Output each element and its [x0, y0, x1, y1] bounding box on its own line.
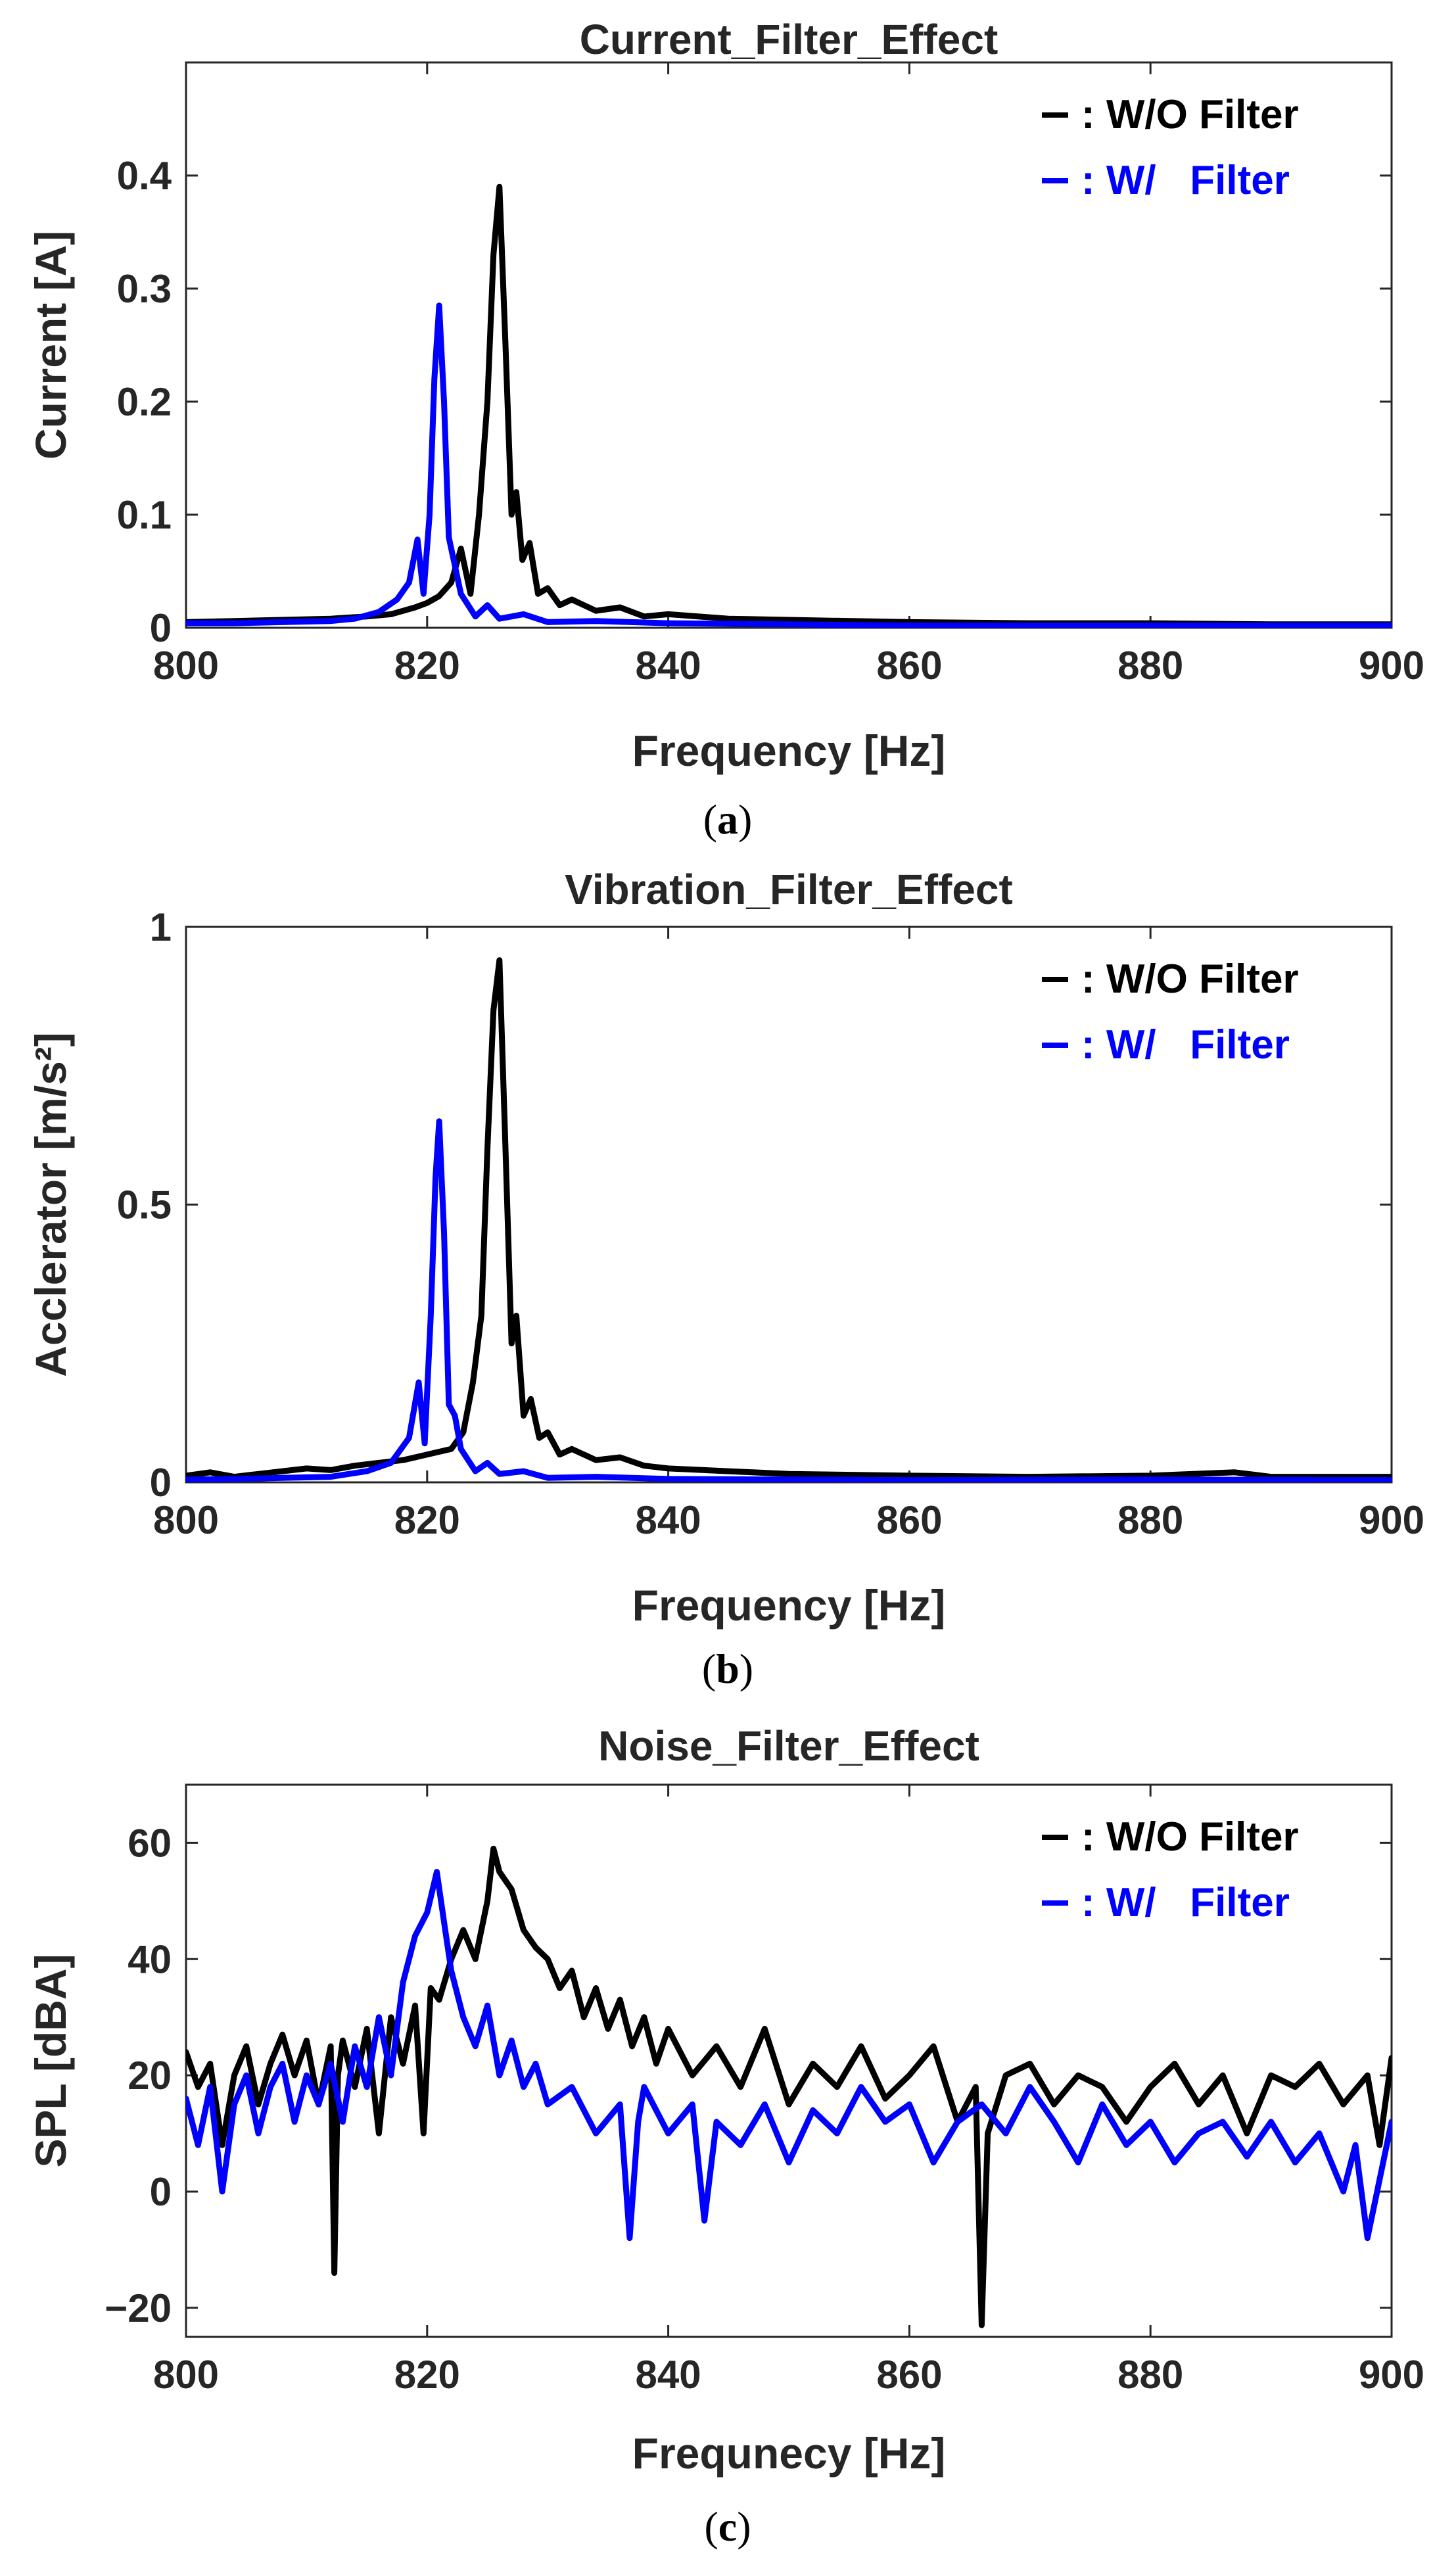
x-tick-label: 800 — [153, 644, 219, 688]
series-group — [186, 183, 1392, 628]
x-axis-label: Frequency [Hz] — [632, 726, 946, 775]
x-tick-label: 880 — [1117, 1498, 1183, 1542]
y-tick-label: 0.1 — [117, 493, 172, 537]
x-tick-label: 880 — [1117, 644, 1183, 688]
chart-title: Noise_Filter_Effect — [598, 1722, 979, 1770]
x-axis-label: Frequnecy [Hz] — [632, 2429, 946, 2478]
series-line-with-filter — [186, 302, 1392, 628]
x-tick-label: 860 — [876, 644, 942, 688]
chart-panel-2: 800 820 840 860 880 900 0 0.5 1 Vibration_Filter_… — [26, 866, 1424, 1692]
plot-area — [185, 926, 1393, 1484]
plot-area — [185, 1783, 1393, 2338]
series-line-without-filter — [186, 183, 1392, 628]
panel-caption: (a) — [703, 796, 753, 843]
y-axis-label: SPL [dBA] — [26, 1954, 75, 2167]
x-tick-label: 900 — [1359, 2353, 1424, 2397]
series-line-with-filter — [186, 1118, 1392, 1482]
y-axis-label: Current [A] — [26, 231, 75, 459]
series-group — [186, 957, 1392, 1482]
y-tick-label: 20 — [128, 2054, 172, 2098]
x-tick-label: 900 — [1359, 644, 1424, 688]
legend-label: : W/O Filter — [1081, 1814, 1299, 1860]
x-tick-label: 820 — [394, 1498, 460, 1542]
x-tick-label: 820 — [394, 2353, 460, 2397]
legend-label: : W/O Filter — [1081, 956, 1299, 1002]
x-tick-label: 860 — [876, 1498, 942, 1542]
panel-caption: (b) — [702, 1645, 753, 1692]
panel-caption: (c) — [704, 2503, 751, 2550]
x-tick-label: 900 — [1359, 1498, 1424, 1542]
x-tick-label: 840 — [636, 644, 701, 688]
x-tick-label: 840 — [636, 1498, 701, 1542]
series-line-without-filter — [186, 1845, 1392, 2328]
y-tick-label: 0.2 — [117, 380, 172, 424]
series-line-without-filter — [186, 957, 1392, 1480]
legend-label: : W/O Filter — [1081, 92, 1299, 137]
y-tick-label: 0 — [150, 606, 172, 650]
legend-label: : W/ Filter — [1081, 1880, 1290, 1925]
y-tick-label: 0.4 — [117, 154, 172, 198]
x-tick-label: 800 — [153, 2353, 219, 2397]
y-tick-label: 40 — [128, 1937, 172, 1981]
chart-panel-1: 800 820 840 860 880 900 0 0.1 0.2 0.3 0.4 Current_F… — [26, 16, 1424, 843]
series-line-with-filter — [186, 1869, 1392, 2242]
y-tick-label: 0.3 — [117, 267, 172, 311]
x-tick-label: 840 — [636, 2353, 701, 2397]
x-tick-label: 820 — [394, 644, 460, 688]
y-tick-label: 1 — [150, 905, 172, 949]
x-tick-label: 800 — [153, 1498, 219, 1542]
y-tick-label: 0 — [150, 1461, 172, 1505]
y-tick-label: 60 — [128, 1821, 172, 1865]
legend-label: : W/ Filter — [1081, 1022, 1290, 1068]
chart-panel-3: 800 820 840 860 880 900 −20 0 20 40 60 Noise_Filter… — [26, 1722, 1424, 2550]
chart-title: Current_Filter_Effect — [580, 16, 998, 63]
chart-title: Vibration_Filter_Effect — [565, 866, 1013, 913]
y-tick-label: 0.5 — [117, 1183, 172, 1227]
series-group — [186, 1845, 1392, 2328]
x-tick-label: 880 — [1117, 2353, 1183, 2397]
y-axis-label: Acclerator [m/s²] — [26, 1032, 75, 1377]
legend-label: : W/ Filter — [1081, 158, 1290, 203]
y-tick-label: −20 — [105, 2286, 172, 2330]
x-axis-label: Frequency [Hz] — [632, 1581, 946, 1630]
x-tick-label: 860 — [876, 2353, 942, 2397]
y-tick-label: 0 — [150, 2170, 172, 2214]
plot-area — [185, 61, 1393, 629]
